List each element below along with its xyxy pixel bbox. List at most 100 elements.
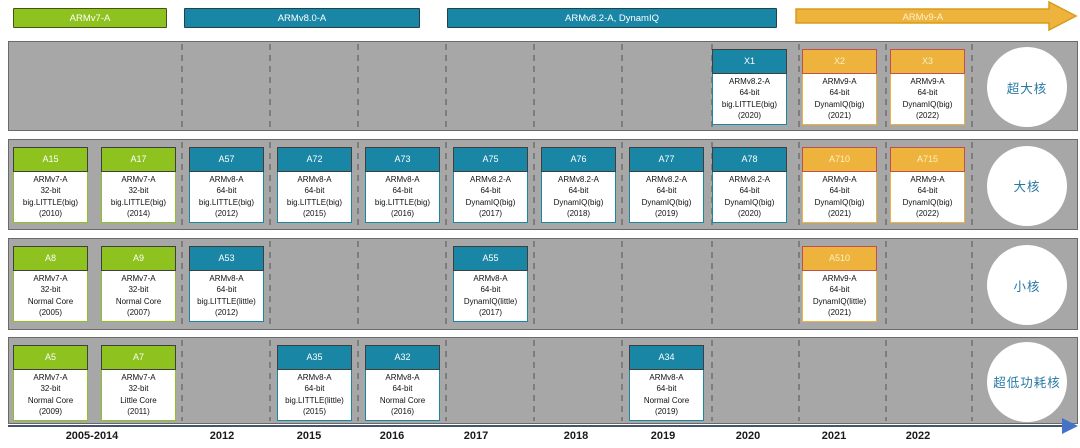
legend-arrow-armv9-a: ARMv9-A: [795, 0, 1079, 33]
spec-line: 32-bit: [128, 285, 149, 295]
spec-line: 32-bit: [128, 186, 149, 196]
spec-line: (2012): [214, 307, 239, 317]
spec-line: 64-bit: [656, 384, 677, 394]
cpu-card-a72: A72 ARMv8-A 64-bit big.LITTLE(big) (2015): [277, 147, 352, 224]
spec-line: (2022): [915, 208, 940, 218]
cpu-card-specs: ARMv8.2-A 64-bit DynamIQ(big) (2018): [541, 172, 616, 224]
cpu-card-a57: A57 ARMv8-A 64-bit big.LITTLE(big) (2012): [189, 147, 264, 224]
spec-line: DynamIQ(big): [902, 99, 953, 109]
core-type-circle-超大核: 超大核: [987, 47, 1067, 127]
cpu-card-title: A75: [453, 147, 528, 172]
spec-line: (2019): [654, 208, 679, 218]
column-divider: [971, 142, 973, 227]
spec-line: big.LITTLE(little): [285, 395, 344, 405]
spec-line: 64-bit: [656, 186, 677, 196]
column-divider: [181, 44, 183, 128]
spec-line: (2019): [654, 406, 679, 416]
spec-line: 64-bit: [392, 186, 413, 196]
spec-line: 64-bit: [739, 88, 760, 98]
cpu-card-specs: ARMv8.2-A 64-bit DynamIQ(big) (2017): [453, 172, 528, 224]
spec-line: 64-bit: [829, 186, 850, 196]
column-divider: [269, 241, 271, 327]
column-divider: [357, 241, 359, 327]
spec-line: (2021): [827, 208, 852, 218]
cpu-card-a78: A78 ARMv8.2-A 64-bit DynamIQ(big) (2020): [712, 147, 787, 224]
cpu-card-a34: A34 ARMv8-A 64-bit Normal Core (2019): [629, 345, 704, 422]
column-divider: [445, 142, 447, 227]
column-divider: [621, 340, 623, 421]
cpu-card-specs: ARMv8-A 64-bit Normal Core (2019): [629, 370, 704, 422]
spec-line: (2021): [827, 110, 852, 120]
cpu-card-specs: ARMv8-A 64-bit big.LITTLE(little) (2012): [189, 271, 264, 323]
column-divider: [181, 340, 183, 421]
column-divider: [445, 241, 447, 327]
spec-line: 64-bit: [216, 285, 237, 295]
spec-line: 64-bit: [917, 88, 938, 98]
column-divider: [885, 340, 887, 421]
cpu-card-a15: A15 ARMv7-A 32-bit big.LITTLE(big) (2010): [13, 147, 88, 224]
cpu-card-a8: A8 ARMv7-A 32-bit Normal Core (2005): [13, 246, 88, 323]
spec-line: ARMv8-A: [297, 373, 332, 382]
cpu-card-title: A53: [189, 246, 264, 271]
spec-line: ARMv8-A: [649, 373, 684, 382]
spec-line: 64-bit: [480, 186, 501, 196]
spec-line: ARMv9-A: [910, 175, 945, 184]
year-label-2015: 2015: [296, 430, 322, 442]
column-divider: [885, 142, 887, 227]
cpu-card-specs: ARMv7-A 32-bit Normal Core (2007): [101, 271, 176, 323]
cpu-card-a53: A53 ARMv8-A 64-bit big.LITTLE(little) (2012): [189, 246, 264, 323]
spec-line: ARMv7-A: [33, 274, 68, 283]
cpu-card-a7: A7 ARMv7-A 32-bit Little Core (2011): [101, 345, 176, 422]
spec-line: big.LITTLE(big): [374, 197, 431, 207]
spec-line: ARMv8-A: [209, 274, 244, 283]
cpu-card-a76: A76 ARMv8.2-A 64-bit DynamIQ(big) (2018): [541, 147, 616, 224]
column-divider: [445, 340, 447, 421]
column-divider: [269, 142, 271, 227]
spec-line: ARMv8.2-A: [729, 175, 770, 184]
cpu-card-title: A55: [453, 246, 528, 271]
cpu-card-specs: ARMv7-A 32-bit big.LITTLE(big) (2010): [13, 172, 88, 224]
column-divider: [181, 241, 183, 327]
column-divider: [269, 44, 271, 128]
spec-line: 64-bit: [480, 285, 501, 295]
cpu-card-title: A15: [13, 147, 88, 172]
column-divider: [971, 340, 973, 421]
cpu-card-title: X2: [802, 49, 877, 74]
year-label-2005-2014: 2005-2014: [65, 430, 119, 442]
cpu-card-a9: A9 ARMv7-A 32-bit Normal Core (2007): [101, 246, 176, 323]
cpu-card-title: A9: [101, 246, 176, 271]
cpu-card-specs: ARMv9-A 64-bit DynamIQ(big) (2022): [890, 74, 965, 126]
spec-line: Little Core: [120, 395, 157, 405]
lane-超大核: X1 ARMv8.2-A 64-bit big.LITTLE(big) (2020) X2…: [8, 41, 1078, 131]
spec-line: 32-bit: [40, 186, 61, 196]
year-label-2016: 2016: [379, 430, 405, 442]
spec-line: ARMv7-A: [33, 373, 68, 382]
spec-line: ARMv7-A: [33, 175, 68, 184]
spec-line: (2007): [126, 307, 151, 317]
year-label-2022: 2022: [905, 430, 931, 442]
cpu-card-title: A78: [712, 147, 787, 172]
lane-超低功耗核: A5 ARMv7-A 32-bit Normal Core (2009) A7 ARMv7-…: [8, 337, 1078, 424]
spec-line: (2022): [915, 110, 940, 120]
spec-line: Normal Core: [115, 296, 162, 306]
legend-bar-armv7-a: ARMv7-A: [13, 8, 167, 28]
spec-line: ARMv8-A: [385, 373, 420, 382]
spec-line: 64-bit: [392, 384, 413, 394]
column-divider: [798, 44, 800, 128]
column-divider: [181, 142, 183, 227]
cpu-card-title: A32: [365, 345, 440, 370]
spec-line: 64-bit: [917, 186, 938, 196]
column-divider: [269, 340, 271, 421]
core-type-circle-大核: 大核: [987, 145, 1067, 226]
spec-line: ARMv9-A: [910, 77, 945, 86]
spec-line: (2009): [38, 406, 63, 416]
column-divider: [533, 44, 535, 128]
spec-line: ARMv8.2-A: [729, 77, 770, 86]
spec-line: (2016): [390, 208, 415, 218]
spec-line: (2012): [214, 208, 239, 218]
year-label-2020: 2020: [735, 430, 761, 442]
spec-line: Normal Core: [643, 395, 690, 405]
spec-line: ARMv8-A: [473, 274, 508, 283]
spec-line: ARMv8-A: [385, 175, 420, 184]
cpu-card-title: A5: [13, 345, 88, 370]
